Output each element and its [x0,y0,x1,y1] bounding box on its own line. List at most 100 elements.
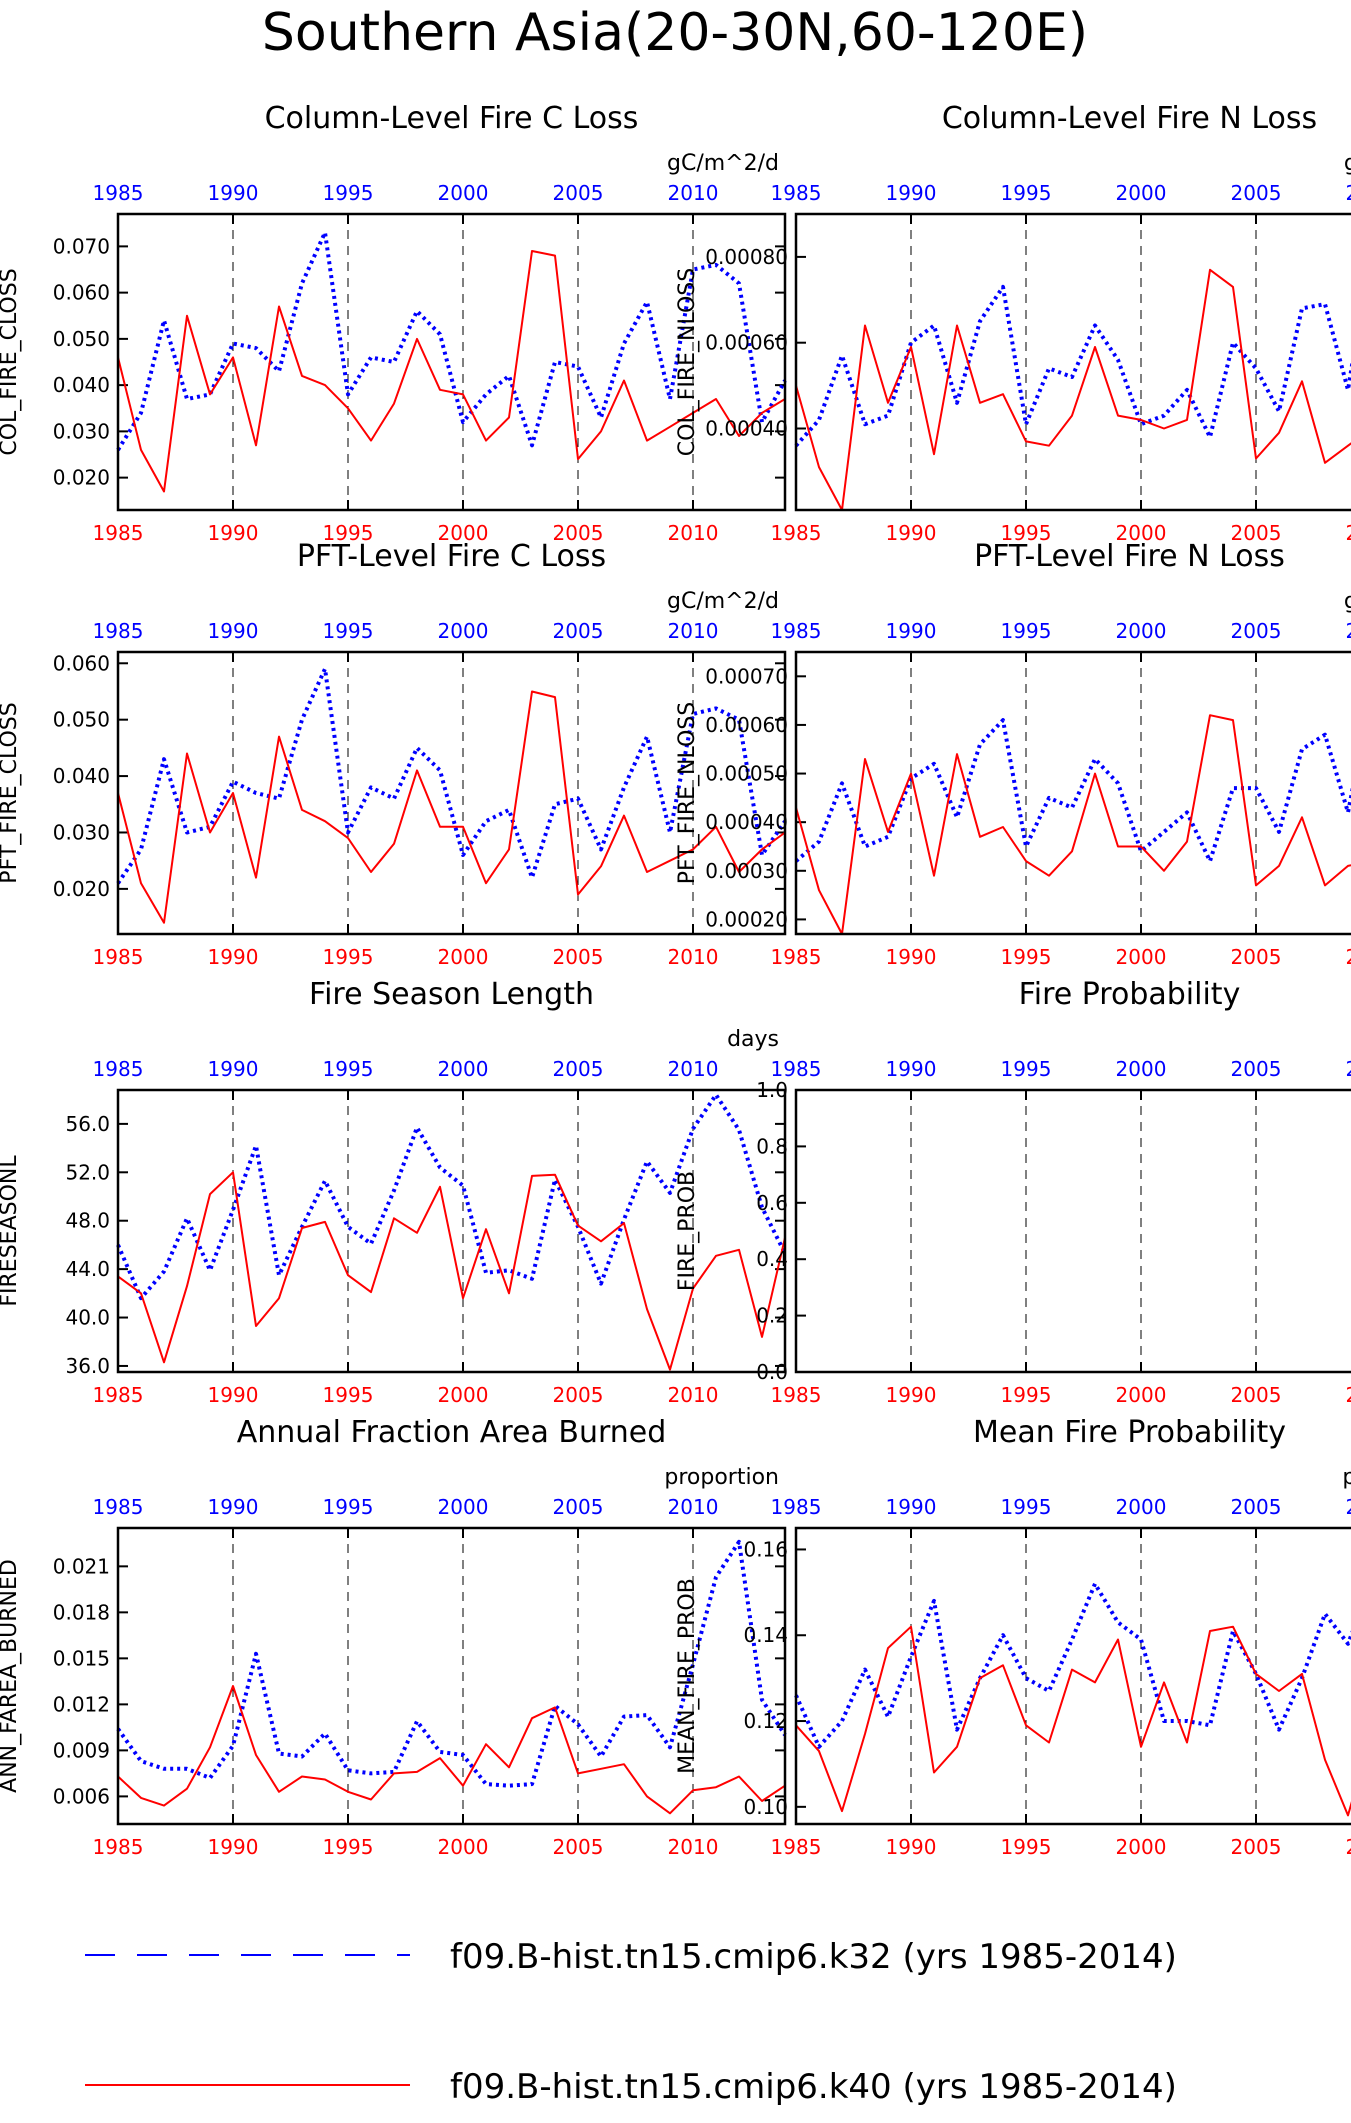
plot-frame [116,1088,787,1374]
x-tick-label-bottom: 2005 [553,521,604,545]
y-tick-label: 0.00070 [705,664,788,688]
y-tick-label: 1.0 [756,1078,788,1102]
x-tick-label-top: 1995 [323,181,374,205]
x-tick-label-top: 1985 [771,1057,822,1081]
x-tick-label-top: 2010 [1346,181,1351,205]
y-tick-label: 0.6 [756,1191,788,1215]
y-tick-label: 0.4 [756,1247,788,1271]
x-tick-label-bottom: 2010 [1346,521,1351,545]
x-tick-label-top: 1990 [208,181,259,205]
x-tick-label-top: 2000 [1116,181,1167,205]
series-line-red [117,250,786,493]
x-tick-label-bottom: 1995 [323,945,374,969]
x-tick-label-bottom: 2010 [1346,945,1351,969]
y-axis-label: MEAN_FIRE_PROB [675,1578,700,1774]
x-tick-label-top: 2010 [1346,1495,1351,1519]
series-line-blue [794,1581,1351,1749]
x-tick-label-bottom: 2000 [438,521,489,545]
x-tick-label-bottom: 2000 [1116,1383,1167,1407]
y-tick-label: 0.030 [53,419,110,443]
x-tick-label-bottom: 2000 [1116,1835,1167,1859]
x-tick-label-bottom: 1995 [323,1835,374,1859]
x-tick-label-top: 2000 [438,1495,489,1519]
units-label: gC/m^2/d [667,589,779,614]
x-tick-label-top: 2000 [1116,1495,1167,1519]
y-tick-label: 0.018 [53,1600,110,1624]
x-tick-label-top: 1985 [93,1057,144,1081]
y-tick-label: 0.021 [53,1554,110,1578]
x-tick-label-top: 2010 [668,181,719,205]
x-tick-label-bottom: 1990 [208,521,259,545]
x-tick-label-bottom: 1995 [323,521,374,545]
panel-title: Annual Fraction Area Burned [237,1415,667,1450]
panel-title: PFT-Level Fire C Loss [297,539,606,574]
x-tick-label-top: 1990 [208,1057,259,1081]
y-tick-label: 0.015 [53,1646,110,1670]
y-tick-label: 0.070 [53,234,110,258]
x-tick-label-bottom: 1995 [1001,1383,1052,1407]
x-tick-label-bottom: 1995 [1001,945,1052,969]
x-tick-label-top: 1995 [323,619,374,643]
panel-title: PFT-Level Fire N Loss [974,539,1285,574]
panel-1: Column-Level Fire C Loss gC/m^2/d 1985 1985… [0,101,787,545]
x-tick-label-bottom: 2010 [668,1835,719,1859]
y-axis-label: ANN_FAREA_BURNED [0,1559,22,1793]
y-axis-label: PFT_FIRE_CLOSS [0,702,22,883]
x-tick-label-bottom: 2010 [668,945,719,969]
y-tick-label: 0.00060 [705,713,788,737]
series-line-blue [794,718,1351,864]
x-tick-label-top: 2005 [553,181,604,205]
y-tick-label: 0.060 [53,281,110,305]
x-tick-label-bottom: 1995 [1001,1835,1052,1859]
y-axis-label: FIRE_PROB [675,1171,700,1291]
x-tick-label-top: 2005 [553,1495,604,1519]
x-tick-label-bottom: 2010 [668,1383,719,1407]
legend-label-red: f09.B-hist.tn15.cmip6.k40 (yrs 1985-2014… [450,2067,1177,2107]
y-tick-label: 0.14 [743,1623,788,1647]
units-label: gC/m^2/d [667,151,779,176]
plot-frame [794,212,1351,512]
panel-title: Fire Probability [1019,977,1241,1012]
x-tick-label-top: 2005 [1231,181,1282,205]
y-axis-label: COL_FIRE_NLOSS [675,268,700,456]
y-tick-label: 0.012 [53,1692,110,1716]
series-line-red [117,1171,786,1371]
y-axis-label: FIRESEASONL [0,1155,22,1307]
y-tick-label: 0.16 [743,1537,788,1561]
y-tick-label: 52.0 [65,1160,110,1184]
x-tick-label-top: 1990 [886,1495,937,1519]
y-tick-label: 56.0 [65,1112,110,1136]
x-tick-label-top: 2010 [668,619,719,643]
x-tick-label-bottom: 1985 [771,521,822,545]
x-tick-label-top: 1995 [1001,1495,1052,1519]
x-tick-label-top: 2000 [1116,619,1167,643]
y-tick-label: 0.050 [53,327,110,351]
x-tick-label-bottom: 2010 [1346,1835,1351,1859]
legend: f09.B-hist.tn15.cmip6.k32 (yrs 1985-2014… [85,1937,1177,2107]
x-tick-label-top: 1995 [323,1057,374,1081]
x-tick-label-bottom: 1990 [208,1835,259,1859]
y-tick-label: 0.00020 [705,907,788,931]
x-tick-label-bottom: 2000 [438,1383,489,1407]
x-tick-label-top: 2000 [438,181,489,205]
y-tick-label: 0.006 [53,1784,110,1808]
units-label: proportion [1342,1465,1351,1490]
x-tick-label-bottom: 1985 [771,945,822,969]
series-line-red [795,268,1351,511]
panel-7: Annual Fraction Area Burned proportion 198… [0,1415,787,1859]
y-tick-label: 0.00040 [705,810,788,834]
y-tick-label: 0.060 [53,651,110,675]
plot-frame [116,212,787,512]
x-tick-label-bottom: 1985 [93,1383,144,1407]
x-tick-label-bottom: 2000 [1116,521,1167,545]
x-tick-label-bottom: 2010 [1346,1383,1351,1407]
x-tick-label-bottom: 1990 [886,945,937,969]
y-tick-label: 0.030 [53,820,110,844]
y-tick-label: 0.00030 [705,859,788,883]
x-tick-label-top: 2000 [1116,1057,1167,1081]
panel-2: Column-Level Fire N Loss gN/m^2/d 1985 1985… [675,101,1351,545]
y-tick-label: 0.040 [53,373,110,397]
x-tick-label-bottom: 1995 [1001,521,1052,545]
panel-8: Mean Fire Probability proportion 1985 1985 1… [675,1415,1351,1859]
